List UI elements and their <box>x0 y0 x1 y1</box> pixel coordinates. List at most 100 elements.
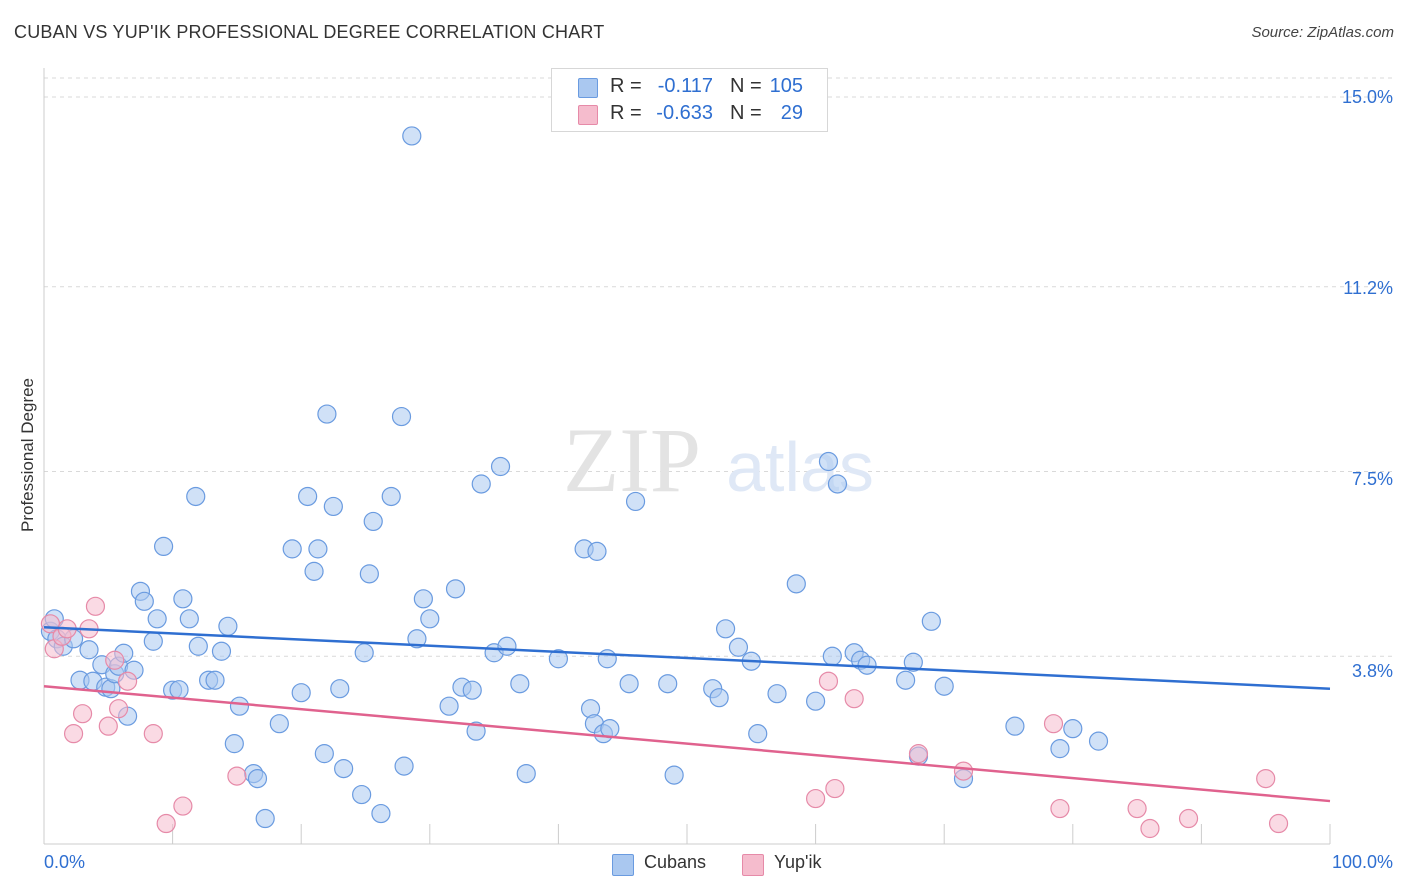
n-value: 29 <box>780 102 803 124</box>
cubans-point <box>308 539 328 559</box>
cubans-point <box>516 763 536 784</box>
cubans-point <box>381 486 401 507</box>
stats-legend: R = -0.117 N = 105 R = -0.633 N = 29 <box>551 68 828 132</box>
yupik-swatch <box>742 854 764 876</box>
x-tick-label-right: 100.0% <box>1331 852 1393 872</box>
cubans-swatch <box>578 78 598 98</box>
yupik-trend-line <box>43 684 1331 803</box>
yupik-point <box>117 671 138 691</box>
cubans-point <box>748 724 768 744</box>
yupik-point <box>156 813 176 834</box>
yupik-point <box>72 704 93 724</box>
yupik-point <box>98 716 118 736</box>
yupik-point <box>227 766 247 786</box>
yupik-point <box>953 761 974 781</box>
cubans-point <box>827 474 848 494</box>
n-label: N = <box>730 75 762 97</box>
cubans-point <box>715 619 736 639</box>
cubans-point <box>402 126 422 146</box>
r-value: -0.117 <box>657 75 713 97</box>
n-value: 105 <box>769 75 803 97</box>
cubans-point <box>921 611 941 631</box>
cubans-point <box>391 406 412 427</box>
yupik-point <box>85 596 106 616</box>
yupik-point <box>805 788 826 809</box>
cubans-point <box>298 486 318 507</box>
cubans-point <box>728 637 749 657</box>
cubans-point <box>903 652 923 672</box>
cubans-point <box>510 674 530 694</box>
y-tick-label: 11.2% <box>1343 278 1393 298</box>
cubans-point <box>359 564 379 584</box>
cubans-point <box>334 759 354 779</box>
cubans-point <box>143 631 163 651</box>
yupik-point <box>63 724 84 744</box>
cubans-swatch <box>612 854 634 876</box>
cubans-point <box>255 808 275 829</box>
cubans-point <box>169 680 189 700</box>
cubans-point <box>224 734 244 754</box>
cubans-point <box>934 676 954 696</box>
yupik-point <box>1178 808 1199 829</box>
cubans-point <box>134 591 154 611</box>
cubans-point <box>1050 739 1070 759</box>
cubans-point <box>709 688 729 708</box>
cubans-point <box>229 696 250 716</box>
cubans-point <box>1063 719 1083 739</box>
cubans-point <box>805 691 826 711</box>
cubans-point <box>597 649 617 669</box>
cubans-point <box>625 491 646 512</box>
yupik-swatch <box>578 105 598 125</box>
legend-label: Cubans <box>644 852 707 872</box>
cubans-point <box>205 670 225 690</box>
source-note: Source: ZipAtlas.com <box>1251 24 1394 41</box>
yupik-point <box>108 699 129 719</box>
x-tick-label-left: 0.0% <box>44 852 86 872</box>
r-label: R = <box>610 102 642 124</box>
cubans-point <box>587 541 607 561</box>
cubans-point <box>407 629 427 649</box>
cubans-point <box>413 589 433 609</box>
r-label: R = <box>610 75 642 97</box>
cubans-point <box>896 670 916 690</box>
cubans-point <box>767 684 787 704</box>
y-tick-label: 15.0% <box>1341 87 1393 107</box>
yupik-point <box>105 650 125 670</box>
yupik-point <box>1268 813 1289 834</box>
y-tick-label: 3.8% <box>1351 661 1393 681</box>
cubans-point <box>179 609 199 629</box>
yupik-point <box>844 689 864 709</box>
cubans-point <box>445 579 466 599</box>
yupik-point <box>173 796 193 816</box>
cubans-point <box>173 589 193 609</box>
cubans-point <box>420 609 440 629</box>
cubans-point <box>314 744 334 764</box>
yupik-point <box>908 744 929 764</box>
cubans-point <box>664 765 684 785</box>
yupik-point <box>1140 818 1160 839</box>
cubans-point <box>619 674 639 694</box>
cubans-trend-line <box>43 626 1331 690</box>
yupik-point <box>1043 714 1064 734</box>
cubans-point <box>822 646 842 666</box>
yupik-point <box>143 724 163 744</box>
cubans-point <box>153 536 174 557</box>
legend-label: Yup'ik <box>774 852 822 872</box>
r-value: -0.633 <box>656 102 713 124</box>
cubans-point <box>439 696 459 716</box>
cubans-point <box>269 714 289 734</box>
cubans-point <box>548 649 569 669</box>
cubans-point <box>471 474 491 494</box>
cubans-point <box>188 636 208 656</box>
cubans-point <box>1005 716 1025 736</box>
grid-lines <box>44 77 1392 657</box>
cubans-point <box>330 679 350 699</box>
cubans-point <box>304 561 324 581</box>
cubans-point <box>490 456 511 477</box>
cubans-point <box>371 803 391 824</box>
trend-lines <box>43 626 1331 803</box>
cubans-point <box>247 768 268 789</box>
cubans-point <box>394 756 414 776</box>
watermark-atlas: atlas <box>726 428 874 506</box>
